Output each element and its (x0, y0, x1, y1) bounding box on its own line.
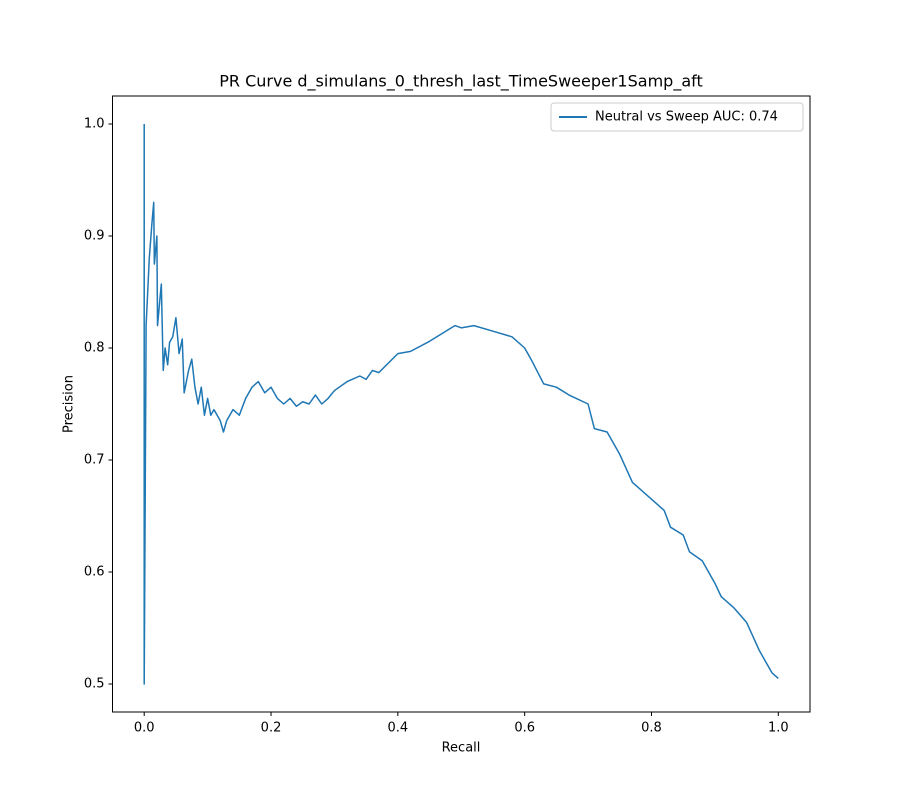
pr-curve (143, 124, 779, 685)
x-tick-label: 0.6 (514, 721, 535, 736)
legend-label: Neutral vs Sweep AUC: 0.74 (595, 110, 778, 125)
plot-frame (112, 95, 811, 713)
y-tick-label: 1.0 (84, 117, 105, 132)
x-tick-label: 0.4 (387, 721, 408, 736)
y-tick-label: 0.8 (84, 341, 105, 356)
y-tick-label: 0.9 (84, 229, 105, 244)
x-tick-label: 1.0 (768, 721, 789, 736)
legend-box (550, 102, 804, 132)
y-tick-label: 0.7 (84, 453, 105, 468)
x-tick-label: 0.2 (261, 721, 282, 736)
x-tick-label: 0.8 (641, 721, 662, 736)
y-tick-label: 0.5 (84, 677, 105, 692)
chart-title: PR Curve d_simulans_0_thresh_last_TimeSw… (219, 72, 703, 92)
y-tick-label: 0.6 (84, 565, 105, 580)
y-axis-label: Precision (62, 375, 77, 433)
x-axis-label: Recall (442, 741, 481, 756)
x-tick-label: 0.0 (134, 721, 155, 736)
